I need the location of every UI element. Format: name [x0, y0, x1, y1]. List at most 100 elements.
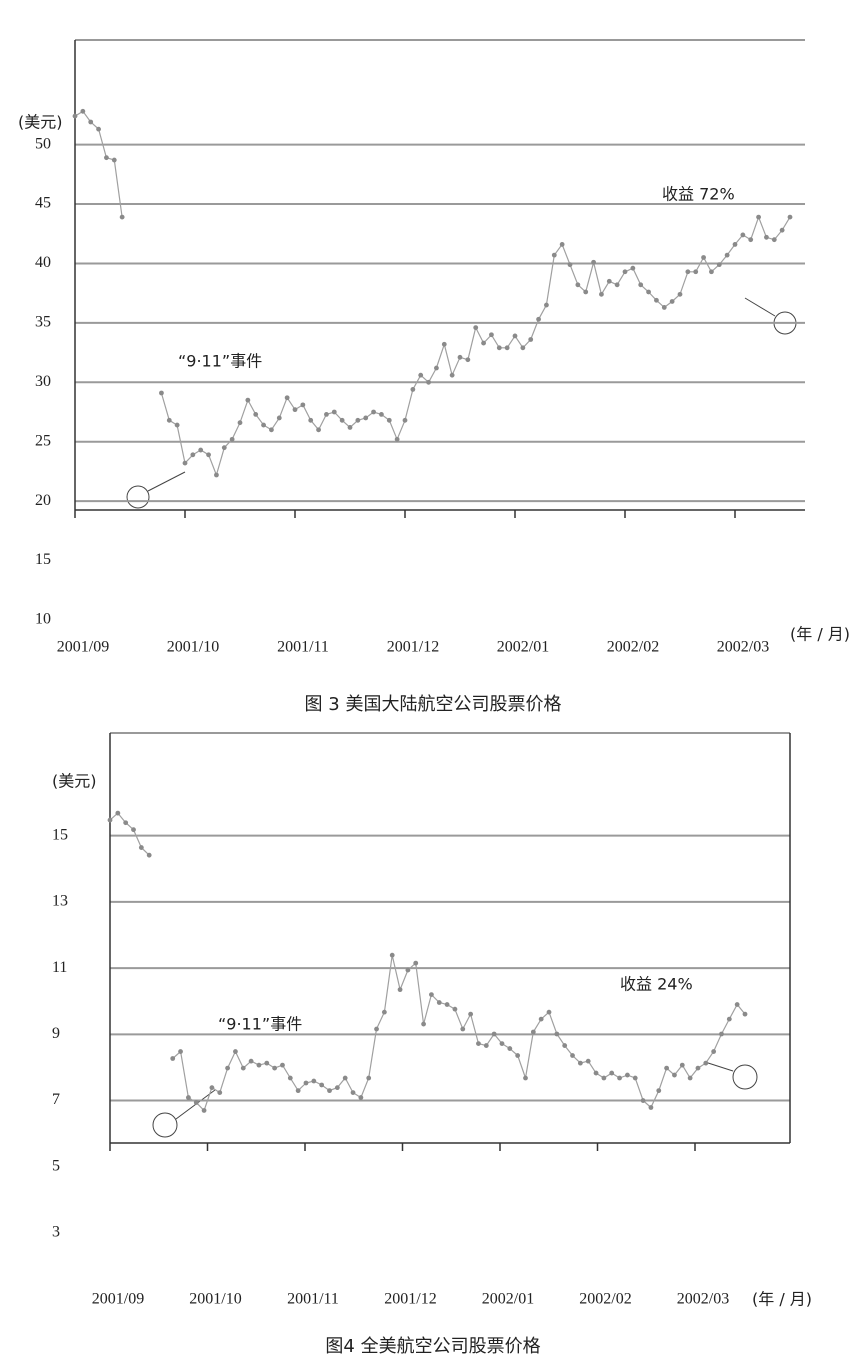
x-tick-label: 2001/10	[189, 1291, 241, 1308]
price-dot	[476, 1041, 481, 1046]
price-dot	[536, 316, 541, 322]
x-tick-label: 2002/02	[579, 1291, 631, 1308]
price-dot	[225, 1065, 230, 1071]
price-dot	[358, 1095, 364, 1100]
price-dot	[457, 354, 463, 360]
price-dot	[646, 289, 651, 295]
y-tick-label: 3	[52, 1224, 60, 1241]
price-dot	[614, 282, 620, 288]
price-dot	[726, 1016, 732, 1022]
x-tick-label: 2002/03	[677, 1291, 729, 1308]
price-dot	[756, 214, 761, 220]
price-dot	[107, 817, 113, 823]
price-dot	[303, 1080, 309, 1086]
x-tick-label: 2001/09	[92, 1291, 144, 1308]
price-dot	[530, 1029, 536, 1035]
price-dot	[734, 1002, 740, 1007]
price-dot	[316, 427, 321, 433]
price-dot	[685, 269, 691, 275]
price-dot	[701, 255, 706, 260]
price-dot	[523, 1075, 528, 1081]
price-dot	[528, 337, 534, 342]
price-dot	[170, 1056, 176, 1061]
y-tick-label: 30	[35, 373, 51, 390]
price-dot	[748, 237, 754, 243]
price-dot	[287, 1075, 293, 1081]
price-dot	[638, 282, 644, 288]
x-tick-label: 2001/11	[277, 639, 329, 656]
y-tick-label: 20	[35, 492, 51, 509]
price-dot	[374, 1026, 379, 1032]
x-tick-label: 2001/12	[387, 639, 439, 656]
price-dot	[327, 1088, 332, 1094]
price-dot	[72, 113, 78, 119]
price-dot	[397, 987, 403, 993]
price-dot	[504, 345, 510, 351]
y-tick-label: 45	[35, 195, 51, 212]
price-dot	[640, 1098, 646, 1103]
price-dot	[606, 278, 612, 284]
price-dot	[787, 214, 793, 220]
price-dot	[190, 452, 196, 458]
price-dot	[217, 1090, 223, 1096]
price-dot	[253, 411, 259, 417]
price-dot	[363, 415, 369, 421]
price-dot	[402, 417, 408, 423]
price-dot	[111, 157, 117, 163]
price-dot	[221, 445, 227, 451]
price-dot	[295, 1088, 301, 1094]
x-tick-label: 2001/12	[384, 1291, 436, 1308]
price-dot	[324, 411, 329, 417]
price-dot	[342, 1075, 348, 1081]
price-dot	[434, 365, 439, 371]
price-dot	[570, 1053, 575, 1058]
y-tick-label: 50	[35, 135, 51, 152]
price-dot	[444, 1002, 450, 1007]
y-tick-label: 35	[35, 314, 51, 331]
price-dot	[465, 357, 471, 363]
price-dot	[347, 425, 353, 430]
price-dot	[709, 269, 714, 275]
x-axis-label: (年 / 月)	[790, 625, 850, 644]
price-dot	[585, 1058, 591, 1064]
price-dot	[300, 402, 306, 408]
price-dot	[418, 372, 424, 378]
price-dot	[677, 291, 683, 297]
price-dot	[452, 1006, 458, 1012]
x-tick-label: 2002/01	[482, 1291, 534, 1308]
price-dot	[554, 1031, 560, 1037]
price-dot	[742, 1011, 748, 1017]
price-dot	[771, 237, 777, 243]
price-dot	[632, 1075, 638, 1081]
y-tick-label: 13	[52, 893, 68, 910]
price-dot	[648, 1105, 654, 1110]
price-dot	[256, 1062, 262, 1068]
price-dot	[410, 387, 416, 392]
price-dot	[460, 1026, 466, 1032]
price-dot	[386, 417, 392, 423]
price-dot	[193, 1100, 199, 1105]
price-dot	[551, 252, 557, 258]
price-dot	[538, 1016, 544, 1022]
price-dot	[308, 417, 314, 423]
price-dot	[695, 1065, 701, 1071]
price-dot	[481, 340, 486, 346]
price-dot	[719, 1031, 724, 1037]
price-dot	[672, 1072, 677, 1078]
price-dot	[577, 1060, 583, 1066]
price-dot	[779, 227, 785, 233]
price-dot	[593, 1070, 599, 1076]
price-dot	[567, 262, 573, 268]
y-tick-label: 9	[52, 1025, 60, 1042]
price-dot	[622, 269, 628, 275]
price-dot	[339, 417, 345, 423]
price-dot	[583, 289, 589, 295]
x-axis-label: (年 / 月)	[752, 1290, 812, 1309]
price-dot	[319, 1082, 325, 1088]
price-dot	[209, 1085, 215, 1091]
price-dot	[104, 155, 109, 161]
y-tick-label: 5	[52, 1157, 60, 1174]
price-dot	[489, 332, 494, 338]
chart-title: 图4 全美航空公司股票价格	[325, 1336, 540, 1357]
